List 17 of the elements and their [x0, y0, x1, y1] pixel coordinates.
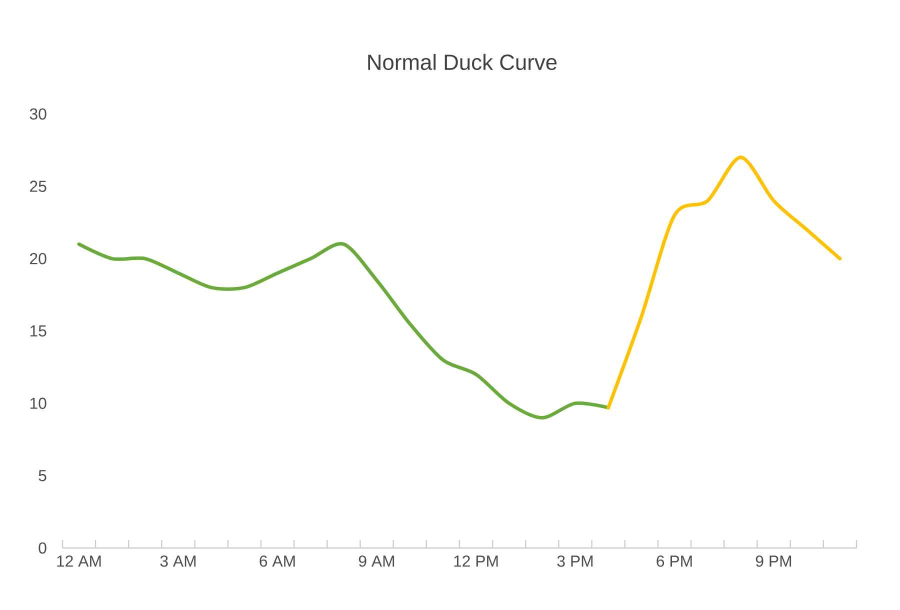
y-tick-label: 20	[30, 253, 46, 264]
x-tick-label: 6 AM	[260, 556, 295, 567]
x-tick-label: 12 PM	[454, 556, 498, 567]
x-tick-label: 3 AM	[160, 556, 196, 567]
x-tick-label: 12 AM	[57, 556, 101, 567]
y-tick-label: 10	[30, 398, 46, 409]
x-tick-label: 9 PM	[756, 556, 792, 567]
line-series	[606, 156, 842, 410]
x-tick-label: 6 PM	[656, 556, 692, 567]
y-tick-label: 5	[38, 470, 46, 482]
x-tick-label: 9 AM	[358, 556, 394, 567]
x-tick-label: 3 PM	[557, 556, 593, 567]
chart-title: Normal Duck Curve	[368, 54, 557, 70]
y-tick-label: 0	[38, 542, 46, 554]
y-tick-label: 15	[30, 325, 46, 337]
y-tick-label: 30	[30, 108, 46, 120]
y-tick-label: 25	[30, 180, 46, 192]
